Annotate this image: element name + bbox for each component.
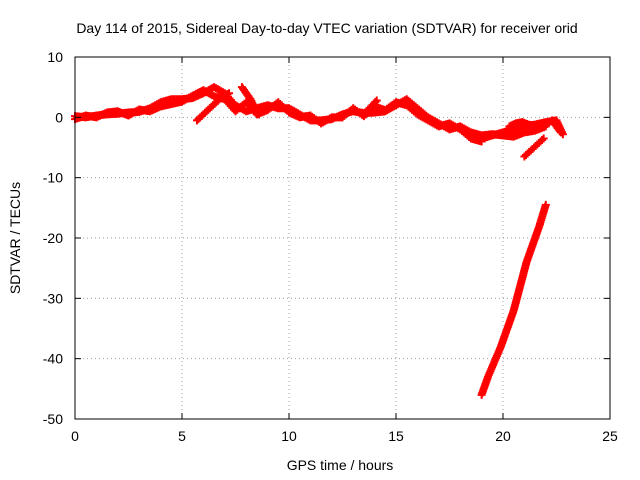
x-tick-label: 5 (178, 428, 186, 444)
x-tick-label: 10 (281, 428, 297, 444)
chart-title: Day 114 of 2015, Sidereal Day-to-day VTE… (76, 20, 577, 36)
data-point (225, 89, 234, 98)
y-tick-label: -10 (43, 170, 63, 186)
y-axis-label: SDTVAR / TECUs (7, 182, 23, 294)
grid-lines (75, 57, 610, 419)
y-tick-label: -40 (43, 351, 63, 367)
data-point (255, 110, 264, 119)
data-points (71, 83, 567, 399)
y-tick-label: -20 (43, 230, 63, 246)
y-tick-label: -30 (43, 290, 63, 306)
data-point (539, 134, 548, 143)
data-point (253, 108, 262, 117)
data-point (372, 96, 381, 105)
y-tick-label: 10 (47, 49, 63, 65)
x-tick-label: 25 (602, 428, 618, 444)
data-point (538, 135, 547, 144)
y-tick-label: -50 (43, 411, 63, 427)
data-point (531, 122, 540, 131)
x-tick-label: 20 (495, 428, 511, 444)
x-tick-label: 15 (388, 428, 404, 444)
x-tick-label: 0 (71, 428, 79, 444)
y-tick-label: 0 (55, 109, 63, 125)
data-point (371, 98, 380, 107)
data-point (555, 126, 564, 135)
axis-ticks: 0 5 10 15 20 25 -50 -40 -30 -20 -10 0 10 (43, 49, 618, 444)
x-axis-label: GPS time / hours (287, 457, 394, 473)
data-point (556, 128, 565, 137)
data-point (541, 200, 550, 209)
